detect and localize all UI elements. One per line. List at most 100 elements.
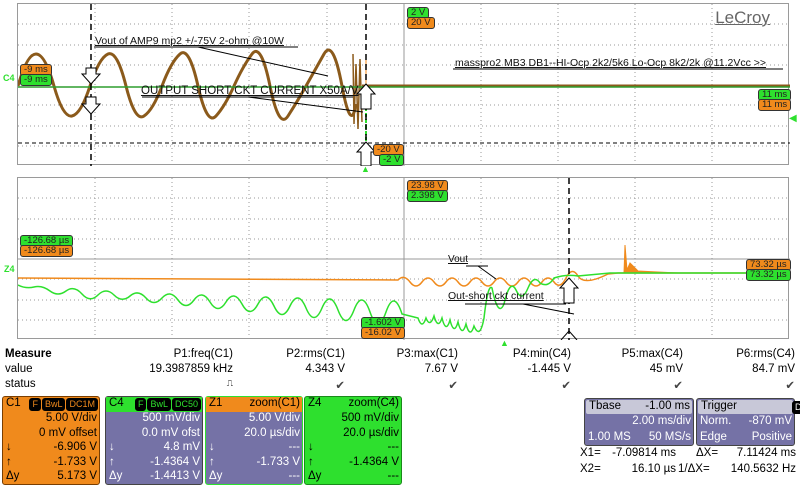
timebase-tdiv-row: 2.00 ms/div xyxy=(585,415,693,431)
measure-header-row: Measure P1:freq(C1) P2:rms(C1) P3:max(C1… xyxy=(5,348,795,363)
lecroy-logo: LeCroy xyxy=(715,8,770,27)
check-status-icon: ✔ xyxy=(561,380,571,392)
x1-label: X1= xyxy=(580,447,601,459)
c4-up-cursor: ↑ -1.4364 V xyxy=(109,455,200,468)
z4-ground-marker[interactable]: Z4 xyxy=(4,264,15,274)
c4-vdiv: 500 mV/div xyxy=(142,412,200,424)
down-arrow-icon: ↓ xyxy=(6,441,12,453)
z4-vdiv: 500 mV/div xyxy=(341,412,399,424)
c4-flags: F BwL DC50 xyxy=(134,398,201,411)
z4-header: Z4 zoom(C4) xyxy=(305,397,401,412)
param-p4-name[interactable]: P4:min(C4) xyxy=(512,348,571,360)
c4-flag-fixed: F xyxy=(134,398,147,411)
zoom-scale-tag-bottom-z1: -16.02 V xyxy=(361,327,405,339)
param-p4-value: -1.445 V xyxy=(527,363,571,375)
z1-name: Z1 xyxy=(209,397,223,409)
status-row-label: status xyxy=(5,378,36,390)
zoom-cursor-tag-left-z1: -126.68 µs xyxy=(20,245,74,257)
param-p6-value: 84.7 mV xyxy=(752,363,795,375)
c1-delta-y: Δy 5.173 V xyxy=(6,470,97,482)
trigger-type-row: Edge Positive xyxy=(697,431,794,447)
zoom-z4-descriptor[interactable]: Z4 zoom(C4) 500 mV/div 20.0 µs/div ↓ --- … xyxy=(304,396,402,485)
channel-c4-descriptor[interactable]: C4 F BwL DC50 500 mV/div 0.0 mV ofst ↓ 4.8 … xyxy=(105,396,203,485)
z1-header: Z1 zoom(C1) xyxy=(206,397,302,412)
z1-tdiv: 20.0 µs/div xyxy=(244,426,300,439)
timebase-descriptor[interactable]: Tbase -1.00 ms 2.00 ms/div 1.00 MS 50 MS… xyxy=(584,398,694,446)
pulse-status-icon: ⎍ xyxy=(226,378,233,388)
vout-annotation: Vout of AMP9 mp2 +/-75V 2-ohm @10W xyxy=(95,35,284,47)
timebase-label: Tbase xyxy=(589,400,621,412)
param-p2-name[interactable]: P2:rms(C1) xyxy=(286,348,345,360)
z4-delta-y: Δy --- xyxy=(308,470,399,482)
param-p1-name[interactable]: P1:freq(C1) xyxy=(173,348,233,360)
current-annotation: OUTPUT SHORT CKT CURRENT X50A/V xyxy=(141,85,359,97)
up-arrow-icon: ↑ xyxy=(209,455,215,468)
cursor-tag-right-c1: 11 ms xyxy=(758,99,792,111)
timebase-header: Tbase -1.00 ms xyxy=(586,400,692,414)
param-p3-name[interactable]: P3:max(C1) xyxy=(396,348,458,360)
value-row-label: value xyxy=(5,363,33,375)
delta-y-label: Δy xyxy=(109,470,123,482)
zoom-z1-descriptor[interactable]: Z1 zoom(C1) 5.00 V/div 20.0 µs/div ↓ --- … xyxy=(205,396,303,485)
c4-flag-coupling: DC50 xyxy=(171,398,201,411)
trigger-label: Trigger xyxy=(701,400,737,412)
trigger-level-marker[interactable]: ◀ xyxy=(789,113,797,124)
trigger-slope: Positive xyxy=(751,430,792,443)
top-waveform-plot xyxy=(18,4,790,166)
c4-offset: 0.0 mV ofst xyxy=(141,426,200,439)
trigger-level: -870 mV xyxy=(748,415,792,427)
timebase-delay: -1.00 ms xyxy=(645,400,690,412)
down-arrow-icon: ↓ xyxy=(308,441,314,453)
down-arrow-icon: ↓ xyxy=(109,441,115,453)
check-status-icon: ✔ xyxy=(785,380,795,392)
inv-dx-value: 140.5632 Hz xyxy=(730,463,796,475)
zoom-scale-tag-top-z4: 2.398 V xyxy=(407,190,448,202)
dx-value: 7.11424 ms xyxy=(736,447,796,459)
channel-c1-descriptor[interactable]: C1 F BwL DC1M 5.00 V/div 0 mV offset ↓ -6.9… xyxy=(2,396,100,485)
c1-flag-fixed: F xyxy=(29,398,41,411)
delta-y-label: Δy xyxy=(308,470,322,482)
c1-offset: 0 mV offset xyxy=(39,426,97,439)
z4-name: Z4 xyxy=(308,397,322,409)
x2-label: X2= xyxy=(580,463,601,475)
bottom-zoom-plot xyxy=(18,178,790,340)
z4-tdiv: 20.0 µs/div xyxy=(343,426,399,439)
x2-value: 16.10 µs xyxy=(631,463,676,475)
trigger-mode-row: Norm. -870 mV xyxy=(697,415,794,431)
measure-status-row: status ⎍ ✔ ✔ ✔ ✔ ✔ xyxy=(5,378,795,393)
trigger-type: Edge xyxy=(700,430,727,443)
measure-value-row: value 19.3987859 kHz 4.343 V 7.67 V -1.4… xyxy=(5,363,795,378)
trigger-header: Trigger C4DC xyxy=(698,400,800,414)
cursor-row-1: X1= -7.09814 ms ΔX= 7.11424 ms xyxy=(578,447,798,463)
vout-zoom-annotation: Vout xyxy=(448,254,469,265)
zoom-trigger-marker[interactable]: ▲ xyxy=(500,338,509,348)
c1-flag-bwl: BwL xyxy=(41,398,66,411)
c1-up-cursor: ↑ -1.733 V xyxy=(6,455,97,468)
cursor-row-2: X2= 16.10 µs 1/ΔX= 140.5632 Hz xyxy=(578,463,798,479)
bottom-zoom-grid[interactable]: Vout Out-short ckt current 23.98 V 2.398… xyxy=(17,177,791,340)
timebase-sample-row: 1.00 MS 50 MS/s xyxy=(585,431,693,447)
down-arrow-icon: ↓ xyxy=(209,441,215,453)
timebase-tdiv: 2.00 ms/div xyxy=(632,415,691,427)
c1-flag-coupling: DC1M xyxy=(66,398,98,411)
trigger-position-marker[interactable]: ▲ xyxy=(361,164,370,174)
up-arrow-icon: ↑ xyxy=(6,455,12,468)
cursor-readout: X1= -7.09814 ms ΔX= 7.11424 ms X2= 16.10… xyxy=(578,447,798,479)
up-arrow-icon: ↑ xyxy=(109,455,115,468)
param-p5-name[interactable]: P5:max(C4) xyxy=(621,348,683,360)
check-status-icon: ✔ xyxy=(335,380,345,392)
c4-ground-marker[interactable]: C4 xyxy=(3,73,15,83)
c4-down-cursor: ↓ 4.8 mV xyxy=(109,441,200,453)
trigger-descriptor[interactable]: Trigger C4DC Norm. -870 mV Edge Positive xyxy=(696,398,800,447)
inv-dx-label: 1/ΔX= xyxy=(678,463,710,475)
trigger-mode: Norm. xyxy=(700,415,732,427)
c1-vdiv: 5.00 V/div xyxy=(45,412,97,424)
top-waveform-grid[interactable]: Vout of AMP9 mp2 +/-75V 2-ohm @10W OUTPU… xyxy=(17,3,792,166)
scale-tag-top-c1: 20 V xyxy=(407,17,435,29)
x1-value: -7.09814 ms xyxy=(612,447,676,459)
timebase-rate: 50 MS/s xyxy=(648,430,691,443)
z1-vdiv: 5.00 V/div xyxy=(248,412,300,424)
check-status-icon: ✔ xyxy=(673,380,683,392)
param-p6-name[interactable]: P6:rms(C4) xyxy=(736,348,795,360)
c1-flags: F BwL DC1M xyxy=(28,398,98,411)
